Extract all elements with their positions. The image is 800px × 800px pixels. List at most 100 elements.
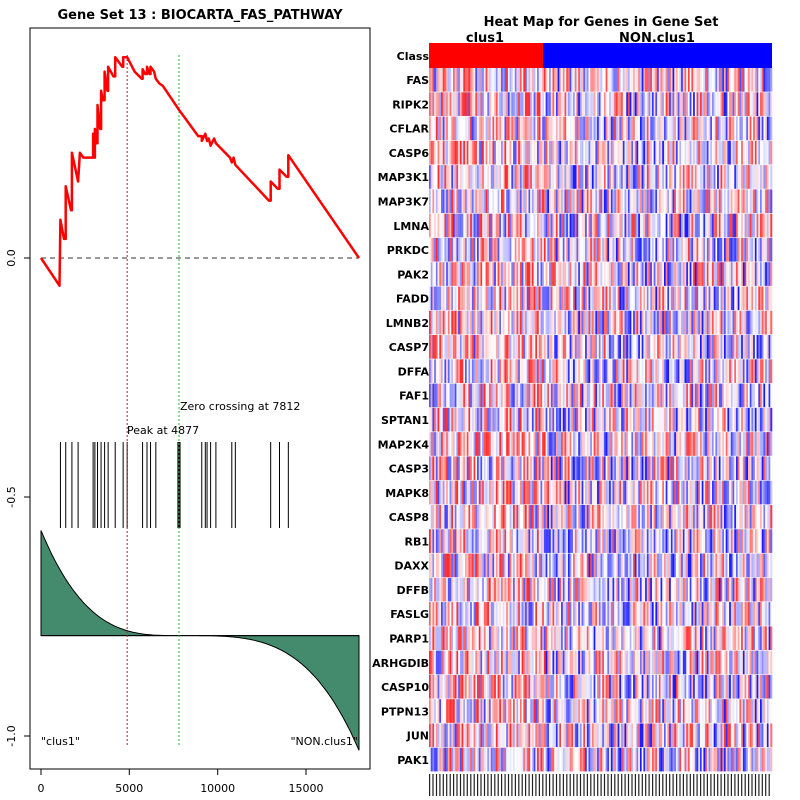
heatmap-cell xyxy=(631,213,634,238)
heatmap-cell xyxy=(552,68,555,92)
heatmap-cell xyxy=(756,407,759,432)
heatmap-cell xyxy=(665,165,668,189)
heatmap-cell xyxy=(511,383,514,408)
heatmap-cell xyxy=(717,165,720,189)
heatmap-cell xyxy=(554,68,557,92)
heatmap-cell xyxy=(465,140,468,165)
heatmap-cell xyxy=(765,310,768,335)
heatmap-cell xyxy=(487,92,490,116)
heatmap-cell xyxy=(758,359,761,383)
heatmap-cell xyxy=(706,359,709,383)
heatmap-cell xyxy=(730,407,733,432)
heatmap-cell xyxy=(705,92,708,116)
heatmap-cell xyxy=(627,650,630,675)
heatmap-cell xyxy=(597,529,600,553)
heatmap-cell xyxy=(509,504,512,529)
heatmap-cell xyxy=(754,529,757,553)
heatmap-cell xyxy=(432,213,435,238)
heatmap-cell xyxy=(658,359,661,383)
heatmap-cell xyxy=(723,383,726,408)
heatmap-cell xyxy=(564,92,567,116)
heatmap-cell xyxy=(660,383,663,408)
heatmap-cell xyxy=(550,310,553,335)
heatmap-cell xyxy=(636,213,639,238)
heatmap-cell xyxy=(501,626,504,651)
heatmap-cell xyxy=(590,553,593,578)
heatmap-cell xyxy=(663,480,666,505)
heatmap-cell xyxy=(581,553,584,578)
heatmap-cell xyxy=(574,407,577,432)
heatmap-cell xyxy=(622,602,625,626)
heatmap-cell xyxy=(689,432,692,456)
heatmap-cell xyxy=(720,359,723,383)
heatmap-cell xyxy=(487,577,490,602)
heatmap-cell xyxy=(519,602,522,626)
heatmap-cell xyxy=(501,165,504,189)
heatmap-cell xyxy=(489,140,492,165)
heatmap-cell xyxy=(629,480,632,505)
heatmap-cell xyxy=(540,602,543,626)
heatmap-cell xyxy=(429,213,432,238)
heatmap-cell xyxy=(547,262,550,286)
heatmap-cell xyxy=(622,407,625,432)
heatmap-cell xyxy=(530,213,533,238)
heatmap-cell xyxy=(525,529,528,553)
heatmap-cell xyxy=(761,456,764,481)
heatmap-cell xyxy=(528,310,531,335)
heatmap-cell xyxy=(555,189,558,214)
heatmap-cell xyxy=(627,92,630,116)
heatmap-cell xyxy=(636,310,639,335)
heatmap-cell xyxy=(753,140,756,165)
heatmap-cell xyxy=(696,92,699,116)
heatmap-cell xyxy=(531,262,534,286)
heatmap-cell xyxy=(766,116,769,141)
heatmap-cell xyxy=(591,504,594,529)
heatmap-cell xyxy=(753,310,756,335)
heatmap-cell xyxy=(742,286,745,311)
heatmap-cell xyxy=(698,626,701,651)
heatmap-cell xyxy=(617,383,620,408)
heatmap-cell xyxy=(677,602,680,626)
heatmap-cell xyxy=(737,577,740,602)
heatmap-cell xyxy=(756,383,759,408)
heatmap-cell xyxy=(756,213,759,238)
heatmap-cell xyxy=(614,504,617,529)
heatmap-cell xyxy=(770,335,773,359)
heatmap-cell xyxy=(557,237,560,262)
heatmap-cell xyxy=(662,383,665,408)
heatmap-cell xyxy=(624,335,627,359)
heatmap-cell xyxy=(706,602,709,626)
heatmap-cell xyxy=(521,383,524,408)
heatmap-cell xyxy=(609,92,612,116)
heatmap-cell xyxy=(674,432,677,456)
heatmap-cell xyxy=(511,602,514,626)
heatmap-cell xyxy=(744,213,747,238)
heatmap-cell xyxy=(600,504,603,529)
heatmap-cell xyxy=(653,165,656,189)
heatmap-cell xyxy=(609,213,612,238)
heatmap-cell xyxy=(590,480,593,505)
heatmap-cell xyxy=(454,310,457,335)
heatmap-cell xyxy=(758,432,761,456)
heatmap-cell xyxy=(559,553,562,578)
heatmap-cell xyxy=(730,92,733,116)
heatmap-cell xyxy=(475,262,478,286)
heatmap-cell xyxy=(617,237,620,262)
heatmap-cell xyxy=(540,626,543,651)
heatmap-cell xyxy=(519,92,522,116)
heatmap-cell xyxy=(741,626,744,651)
heatmap-cell xyxy=(535,213,538,238)
heatmap-cell xyxy=(538,456,541,481)
heatmap-cell xyxy=(655,189,658,214)
heatmap-cell xyxy=(605,480,608,505)
heatmap-cell xyxy=(605,262,608,286)
heatmap-cell xyxy=(770,237,773,262)
heatmap-cell xyxy=(682,626,685,651)
heatmap-cell xyxy=(639,626,642,651)
heatmap-cell xyxy=(638,286,641,311)
heatmap-cell xyxy=(465,262,468,286)
heatmap-cell xyxy=(622,456,625,481)
heatmap-cell xyxy=(605,310,608,335)
heatmap-cell xyxy=(689,116,692,141)
heatmap-cell xyxy=(672,189,675,214)
